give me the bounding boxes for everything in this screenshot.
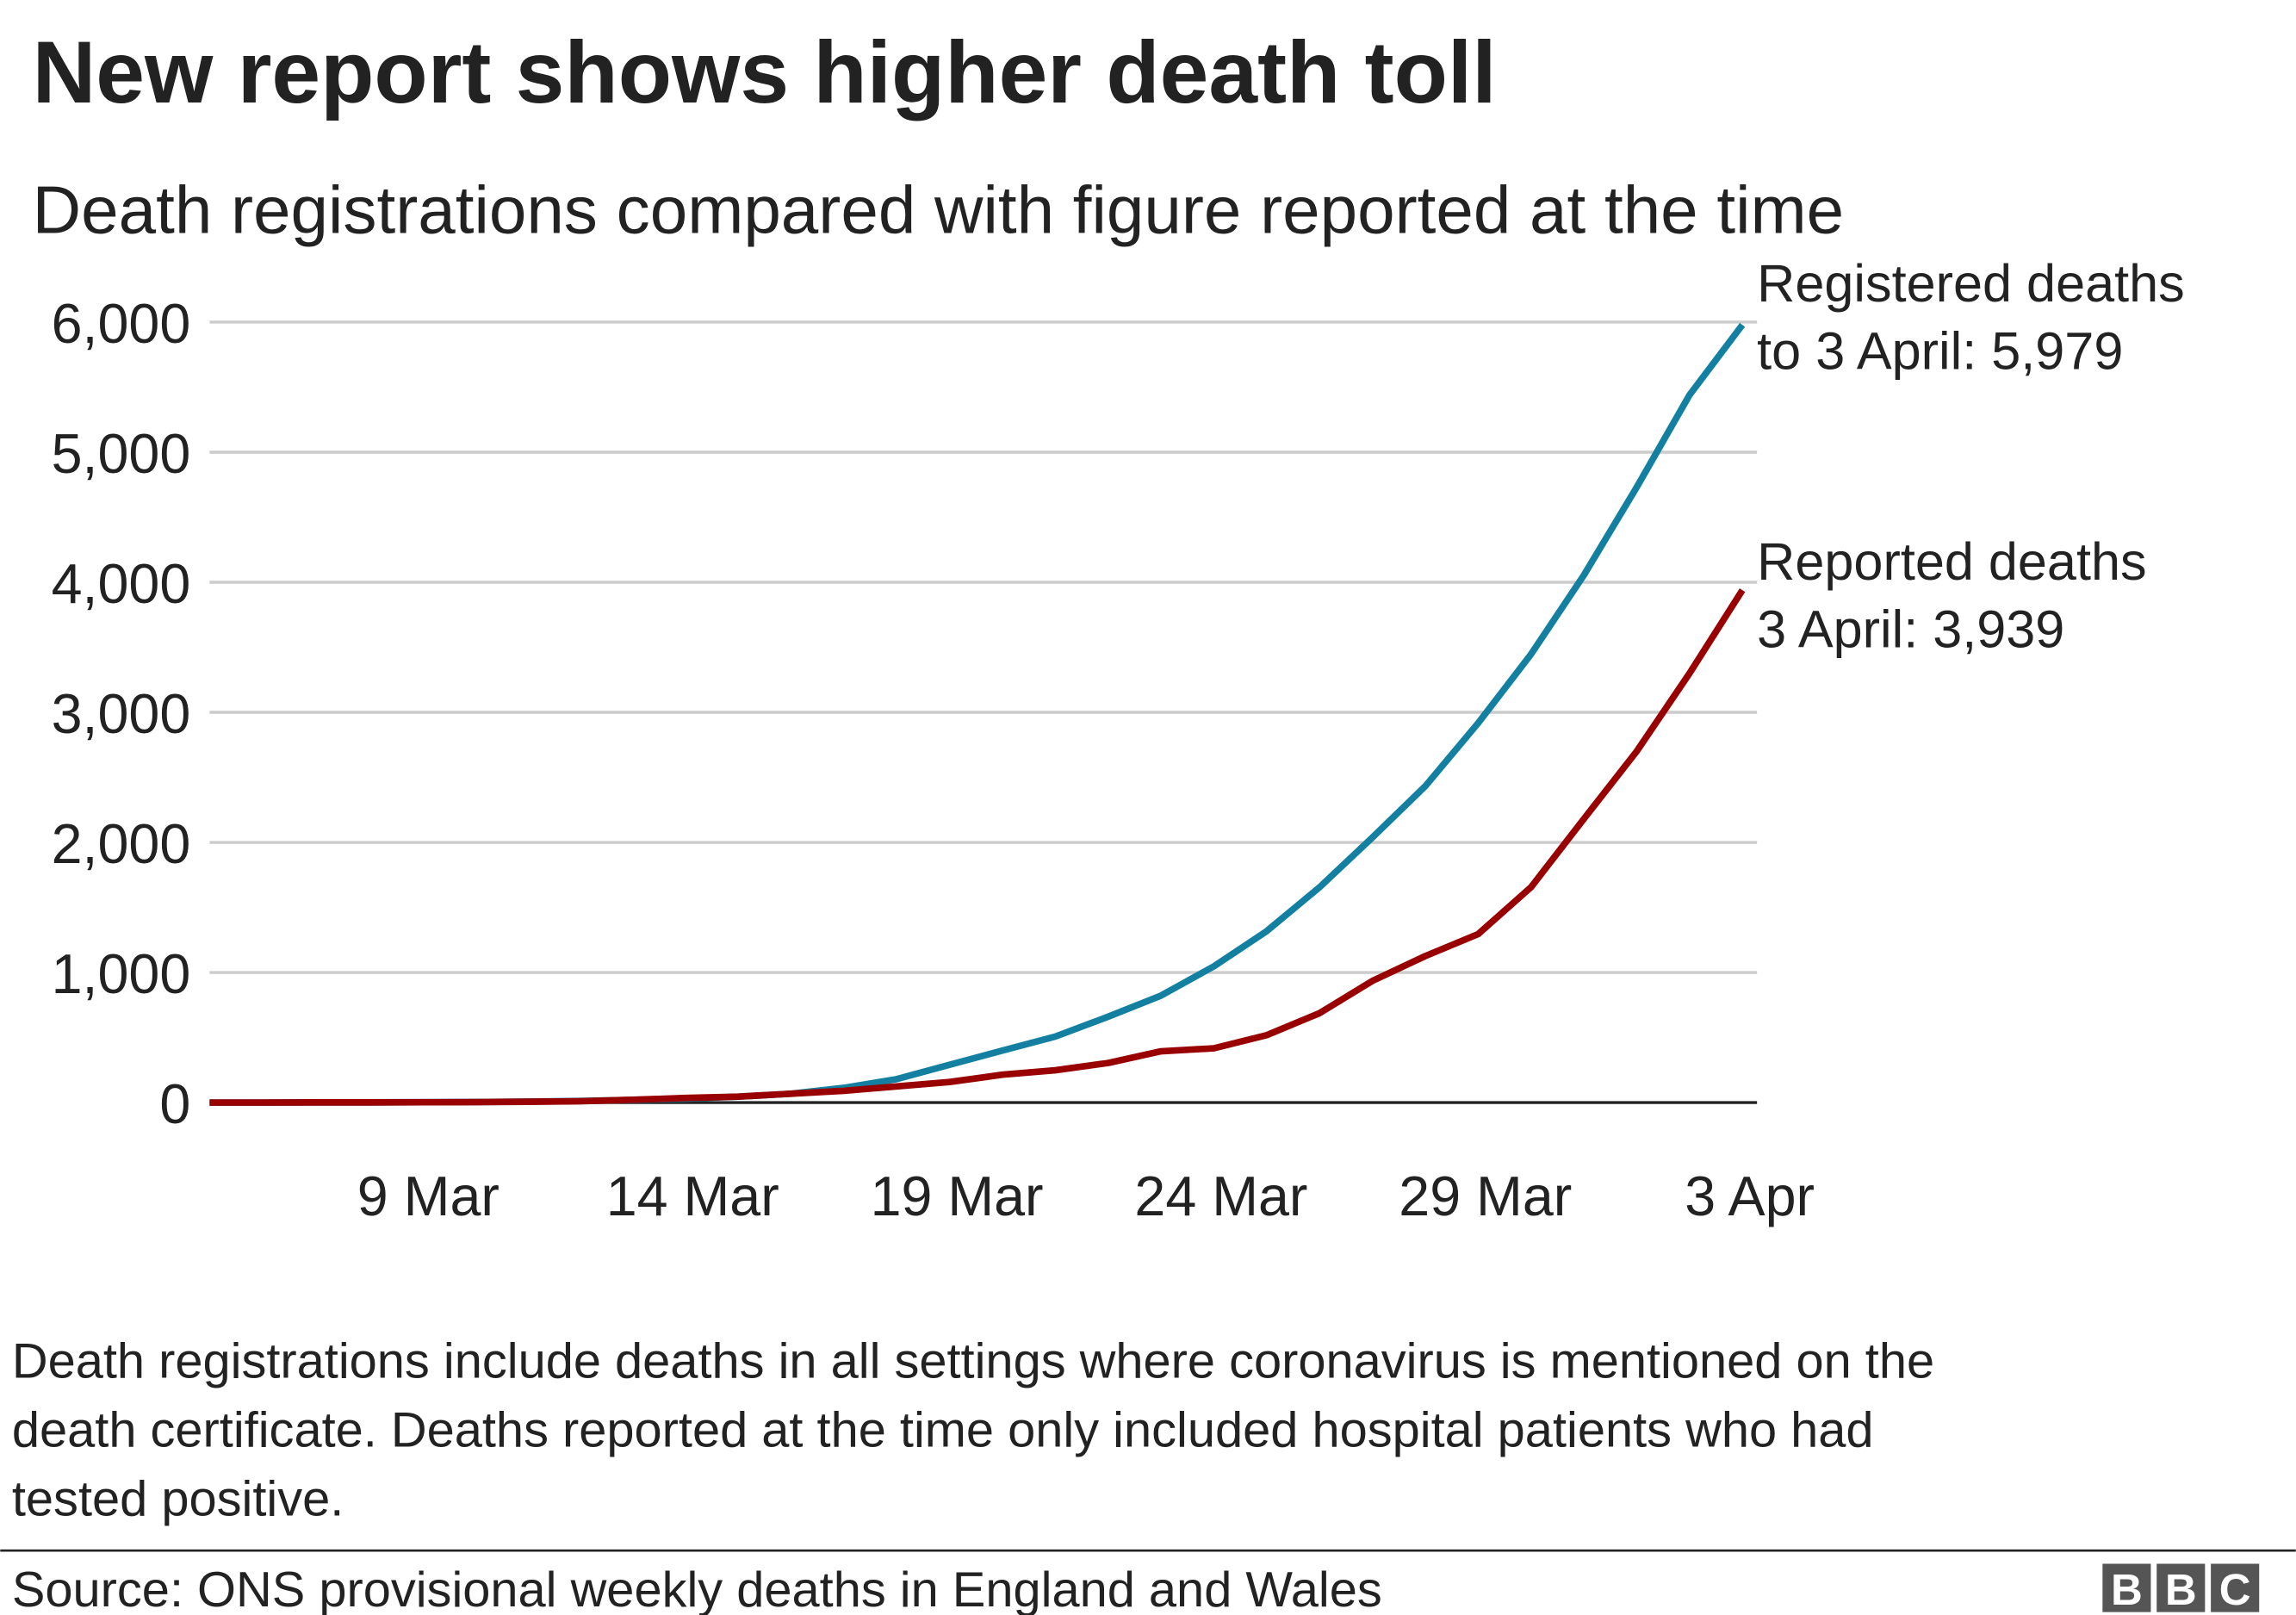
y-tick-label: 1,000 <box>52 943 191 1005</box>
x-tick-label: 9 Mar <box>357 1165 500 1227</box>
annotation: Registered deaths <box>1757 254 2185 313</box>
x-tick-label: 24 Mar <box>1134 1165 1307 1227</box>
annotation: Reported deaths <box>1757 532 2146 591</box>
logo-box <box>2156 1563 2206 1612</box>
series-line <box>209 588 1746 1106</box>
annotation: to 3 April: 5,979 <box>1757 321 2123 380</box>
x-tick-label: 3 Apr <box>1685 1165 1815 1227</box>
y-tick-label: 6,000 <box>52 293 191 355</box>
x-tick-label: 29 Mar <box>1399 1165 1572 1227</box>
y-tick-label: 4,000 <box>52 553 191 615</box>
y-tick-label: 5,000 <box>52 423 191 485</box>
y-tick-label: 0 <box>159 1073 190 1135</box>
logo-letter: B <box>2111 1565 2143 1614</box>
logo-box <box>2211 1563 2260 1612</box>
footnote: death certificate. Deaths reported at th… <box>12 1403 1874 1458</box>
logo-box <box>2102 1563 2151 1612</box>
y-tick-label: 3,000 <box>52 683 191 745</box>
logo-letter: C <box>2219 1565 2251 1614</box>
chart-title: New report shows higher death toll <box>33 23 1497 121</box>
source: Source: ONS provisional weekly deaths in… <box>12 1562 1382 1615</box>
x-tick-label: 19 Mar <box>871 1165 1044 1227</box>
y-tick-label: 2,000 <box>52 813 191 875</box>
footnote: Death registrations include deaths in al… <box>12 1334 1934 1389</box>
chart-subtitle: Death registrations compared with figure… <box>33 171 1844 247</box>
logo-letter: B <box>2165 1565 2197 1614</box>
annotation: 3 April: 3,939 <box>1757 599 2064 658</box>
x-tick-label: 14 Mar <box>606 1165 779 1227</box>
footnote: tested positive. <box>12 1471 344 1526</box>
